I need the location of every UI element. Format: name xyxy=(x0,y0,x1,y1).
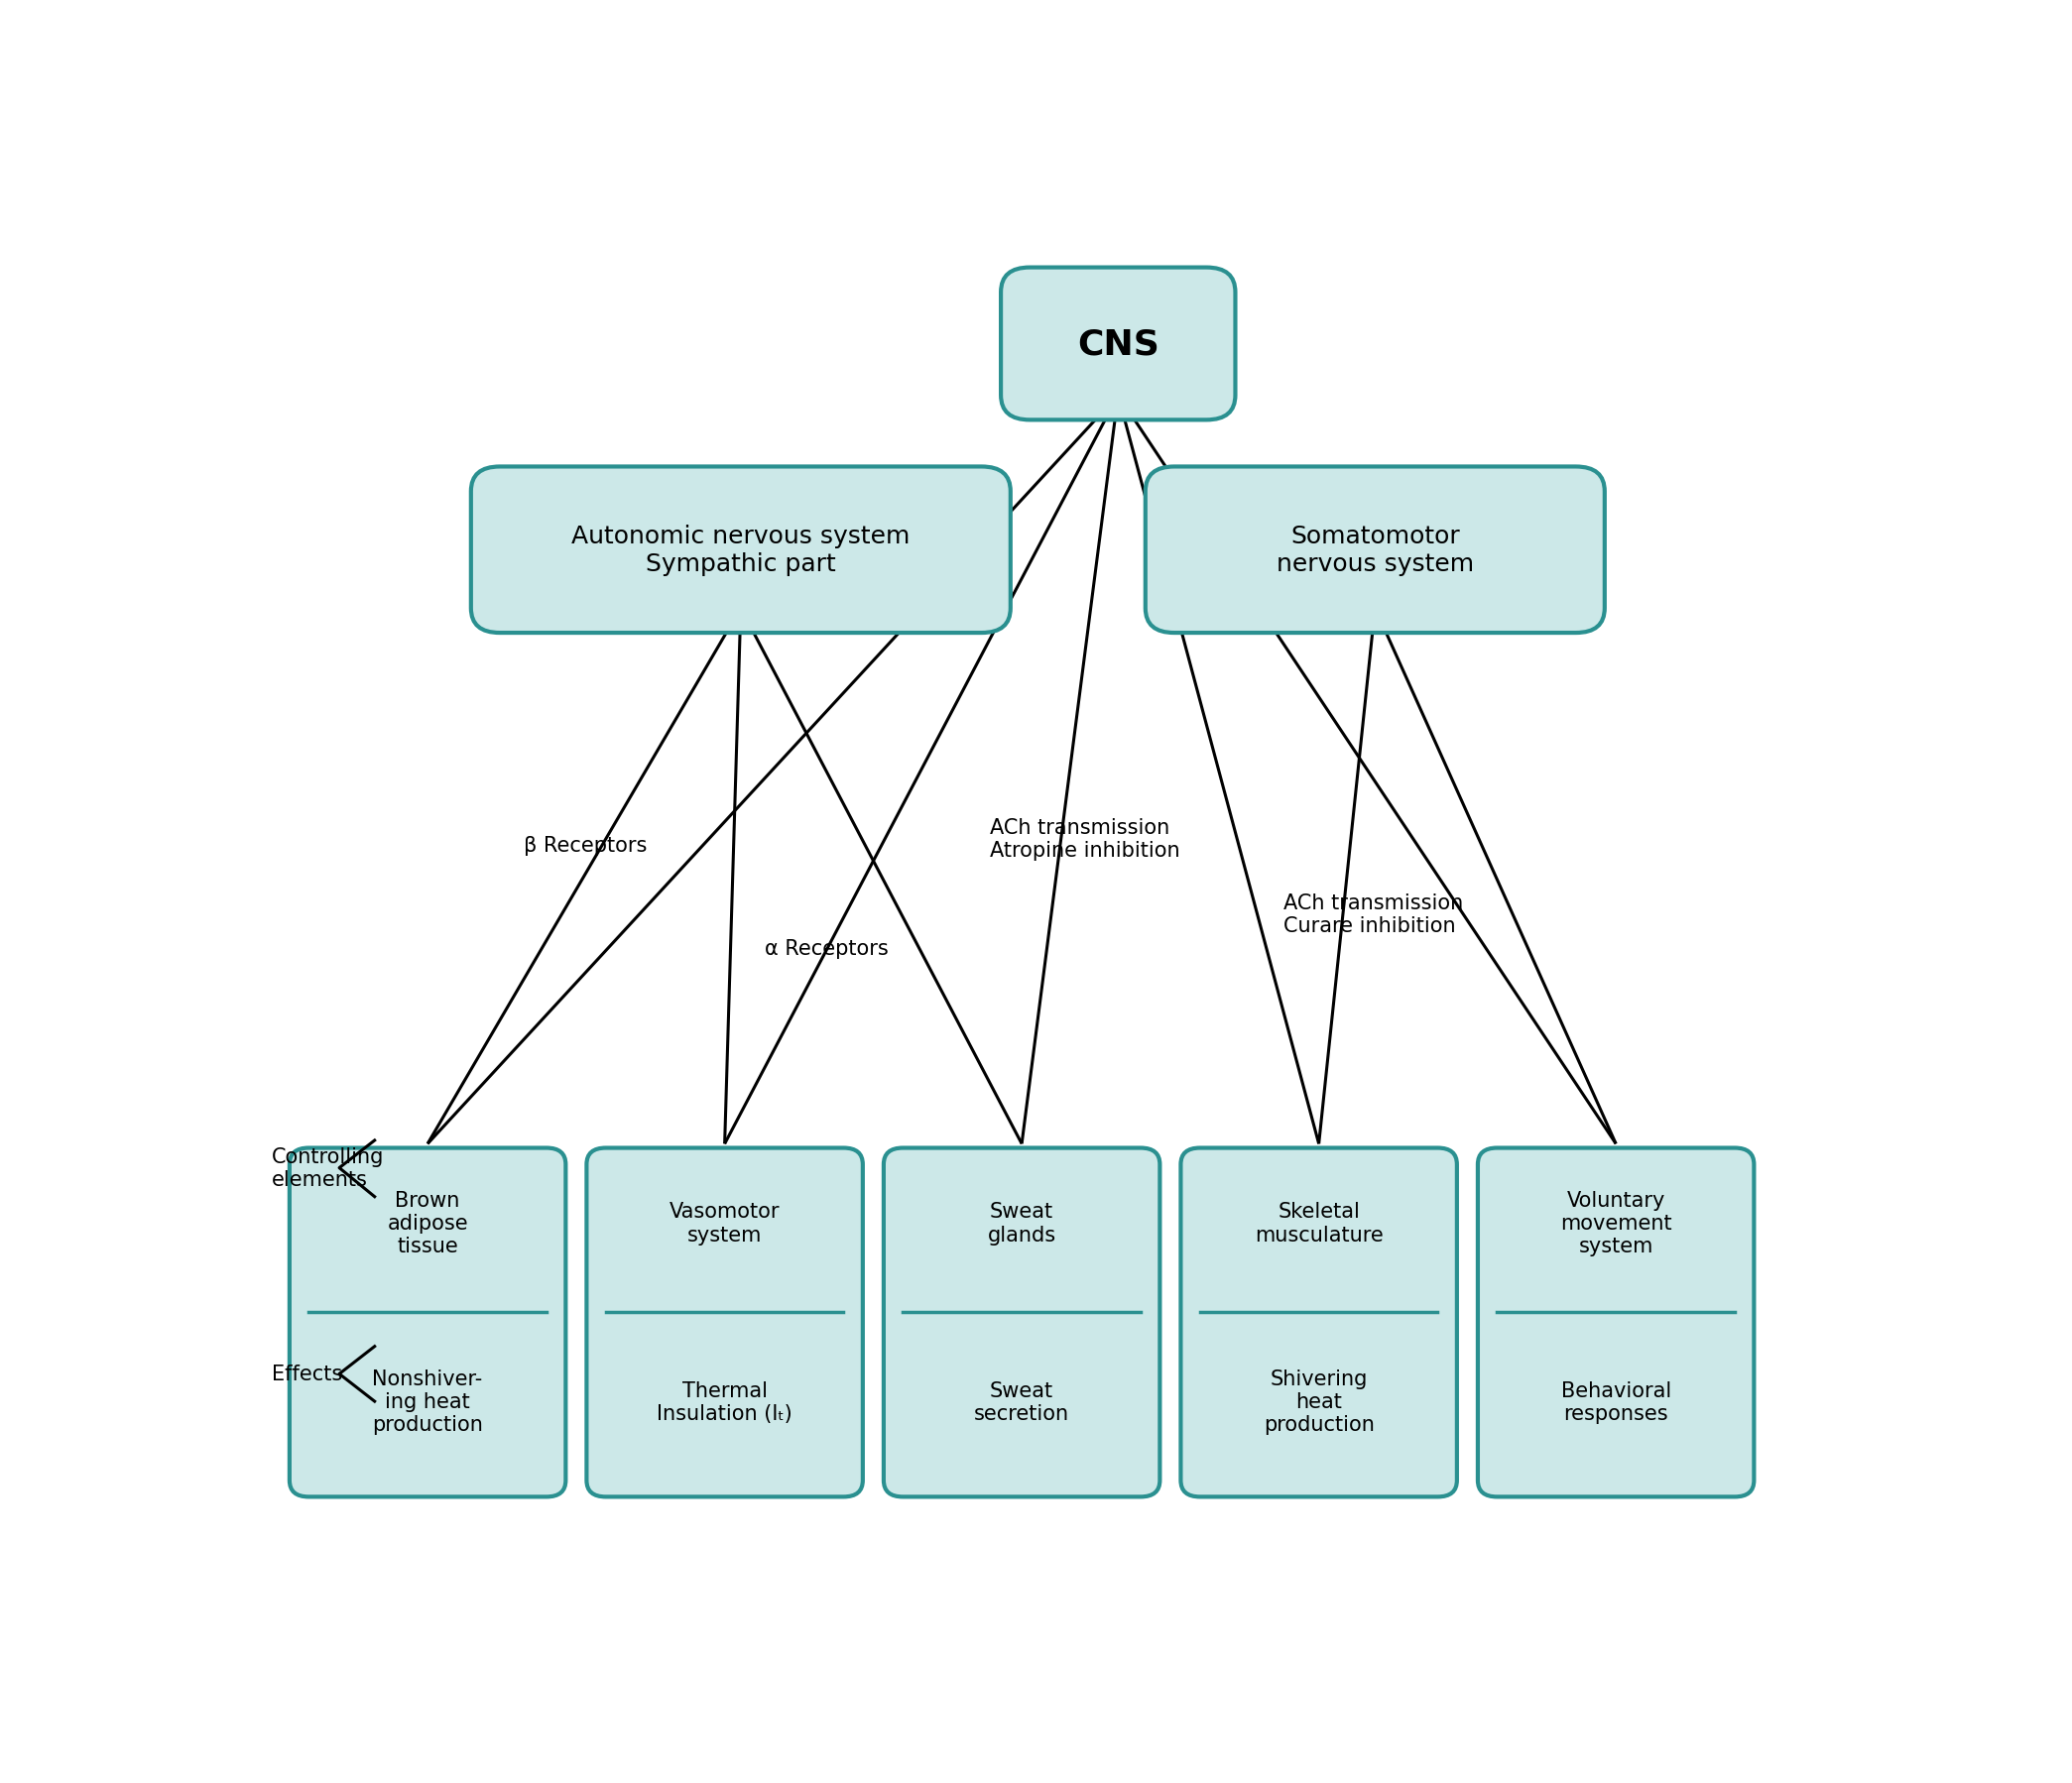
Text: Brown
adipose
tissue: Brown adipose tissue xyxy=(387,1189,468,1255)
Text: CNS: CNS xyxy=(1077,328,1158,362)
FancyBboxPatch shape xyxy=(1181,1148,1457,1498)
FancyBboxPatch shape xyxy=(1477,1148,1755,1498)
FancyBboxPatch shape xyxy=(1146,467,1604,633)
Text: ACh transmission
Atropine inhibition: ACh transmission Atropine inhibition xyxy=(990,817,1179,859)
FancyBboxPatch shape xyxy=(883,1148,1160,1498)
FancyBboxPatch shape xyxy=(586,1148,862,1498)
Text: Autonomic nervous system
Sympathic part: Autonomic nervous system Sympathic part xyxy=(572,524,910,576)
FancyBboxPatch shape xyxy=(290,1148,566,1498)
Text: β Receptors: β Receptors xyxy=(524,836,646,856)
Text: Controlling
elements: Controlling elements xyxy=(271,1146,383,1189)
Text: Behavioral
responses: Behavioral responses xyxy=(1560,1380,1672,1423)
Text: Thermal
Insulation (Iₜ): Thermal Insulation (Iₜ) xyxy=(657,1380,792,1423)
Text: Shivering
heat
production: Shivering heat production xyxy=(1264,1369,1374,1435)
FancyBboxPatch shape xyxy=(1001,267,1235,421)
Text: Sweat
secretion: Sweat secretion xyxy=(974,1380,1069,1423)
Text: Voluntary
movement
system: Voluntary movement system xyxy=(1560,1189,1672,1255)
Text: Skeletal
musculature: Skeletal musculature xyxy=(1254,1202,1384,1245)
Text: Effects: Effects xyxy=(271,1364,342,1384)
Text: Nonshiver-
ing heat
production: Nonshiver- ing heat production xyxy=(373,1369,483,1435)
FancyBboxPatch shape xyxy=(470,467,1011,633)
Text: ACh transmission
Curare inhibition: ACh transmission Curare inhibition xyxy=(1283,893,1463,936)
Text: Sweat
glands: Sweat glands xyxy=(988,1202,1057,1245)
Text: Somatomotor
nervous system: Somatomotor nervous system xyxy=(1276,524,1473,576)
Text: Vasomotor
system: Vasomotor system xyxy=(669,1202,779,1245)
Text: α Receptors: α Receptors xyxy=(765,938,889,959)
